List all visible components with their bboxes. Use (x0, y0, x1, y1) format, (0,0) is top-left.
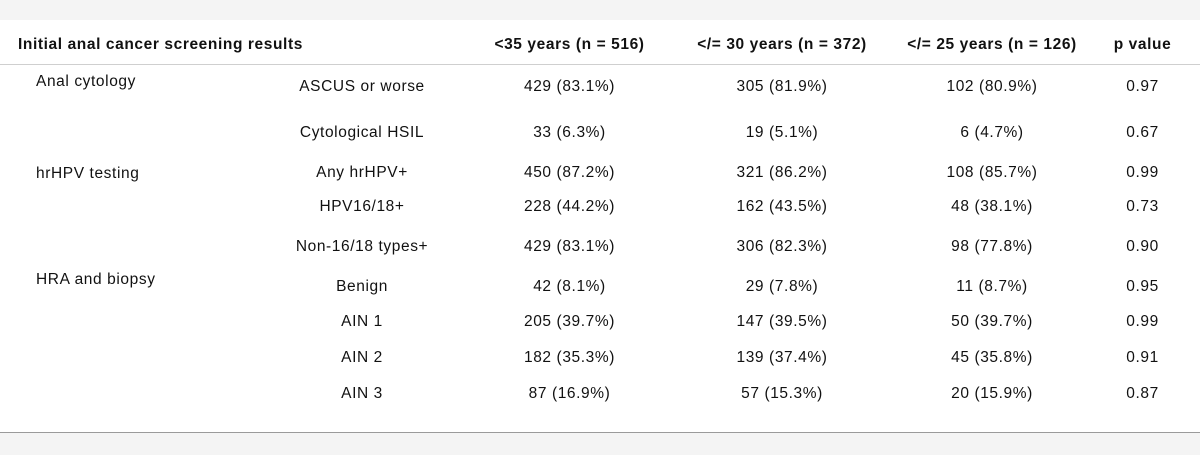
cell-value: 205 (39.7%) (523, 313, 616, 330)
cell-value: 48 (38.1%) (951, 198, 1033, 215)
cell-value: 29 (7.8%) (745, 278, 819, 295)
row-label: HPV16/18+ (319, 198, 405, 215)
p-value-cell: 0.87 (1126, 385, 1159, 402)
cell-value: 306 (82.3%) (736, 238, 828, 255)
table-row: Cytological HSIL 33 (6.3%) 19 (5.1%) 6 (… (12, 110, 1188, 156)
cell-value: 147 (39.5%) (736, 313, 828, 330)
cell-value: 50 (39.7%) (951, 313, 1033, 330)
cell-value: 33 (6.3%) (533, 124, 606, 141)
cell-value: 102 (80.9%) (946, 78, 1038, 95)
table-row: hrHPV testing Any hrHPV+ 450 (87.2%) 321… (12, 156, 1188, 190)
p-value-cell: 0.91 (1126, 349, 1159, 366)
header-divider (0, 64, 1200, 65)
group-label: Anal cytology (36, 73, 136, 90)
header-screening-results: Initial anal cancer screening results (18, 36, 303, 53)
p-value-cell: 0.67 (1126, 124, 1159, 141)
cell-value: 139 (37.4%) (736, 349, 828, 366)
header-row: Initial anal cancer screening results <3… (12, 26, 1188, 64)
cell-value: 11 (8.7%) (956, 278, 1028, 295)
table-row: AIN 3 87 (16.9%) 57 (15.3%) 20 (15.9%) 0… (12, 376, 1188, 412)
cell-value: 98 (77.8%) (951, 238, 1033, 255)
header-30-or-under: </= 30 years (n = 372) (697, 36, 867, 53)
table-row: AIN 2 182 (35.3%) 139 (37.4%) 45 (35.8%)… (12, 340, 1188, 376)
cell-value: 87 (16.9%) (528, 385, 611, 402)
p-value-cell: 0.97 (1126, 78, 1159, 95)
p-value-cell: 0.90 (1126, 238, 1159, 255)
cell-value: 45 (35.8%) (951, 349, 1033, 366)
row-label: AIN 2 (341, 349, 383, 366)
table-row: HRA and biopsy Benign 42 (8.1%) 29 (7.8%… (12, 270, 1188, 304)
bottom-margin (0, 433, 1200, 455)
table-row: HPV16/18+ 228 (44.2%) 162 (43.5%) 48 (38… (12, 190, 1188, 224)
header-p-value: p value (1113, 36, 1172, 53)
row-label: AIN 3 (341, 385, 383, 402)
cell-value: 305 (81.9%) (736, 78, 828, 95)
row-label: Non-16/18 types+ (295, 238, 429, 255)
cell-value: 429 (83.1%) (523, 238, 616, 255)
row-label: AIN 1 (341, 313, 383, 330)
cell-value: 228 (44.2%) (523, 198, 616, 215)
table-row: AIN 1 205 (39.7%) 147 (39.5%) 50 (39.7%)… (12, 304, 1188, 340)
table-row: Non-16/18 types+ 429 (83.1%) 306 (82.3%)… (12, 224, 1188, 270)
row-label: Cytological HSIL (299, 124, 425, 141)
cell-value: 20 (15.9%) (951, 385, 1033, 402)
row-label: Any hrHPV+ (316, 164, 408, 181)
header-under-35: <35 years (n = 516) (494, 36, 645, 53)
cell-value: 57 (15.3%) (741, 385, 823, 402)
cell-value: 6 (4.7%) (960, 124, 1024, 141)
cell-value: 450 (87.2%) (523, 164, 616, 181)
p-value-cell: 0.99 (1126, 164, 1159, 181)
cell-value: 321 (86.2%) (736, 164, 828, 181)
cell-value: 42 (8.1%) (533, 278, 606, 295)
p-value-cell: 0.99 (1126, 313, 1159, 330)
cell-value: 19 (5.1%) (745, 124, 819, 141)
row-label: Benign (336, 278, 388, 295)
screening-results-table: Initial anal cancer screening results <3… (12, 26, 1188, 412)
p-value-cell: 0.95 (1126, 278, 1159, 295)
top-margin (0, 0, 1200, 20)
table-panel (0, 20, 1200, 433)
cell-value: 429 (83.1%) (523, 78, 616, 95)
group-label: HRA and biopsy (36, 271, 156, 288)
cell-value: 108 (85.7%) (946, 164, 1038, 181)
row-label: ASCUS or worse (299, 78, 425, 95)
p-value-cell: 0.73 (1126, 198, 1159, 215)
cell-value: 162 (43.5%) (736, 198, 828, 215)
cell-value: 182 (35.3%) (523, 349, 616, 366)
group-label: hrHPV testing (36, 165, 140, 182)
header-25-or-under: </= 25 years (n = 126) (907, 36, 1077, 53)
table-row: Anal cytology ASCUS or worse 429 (83.1%)… (12, 64, 1188, 110)
